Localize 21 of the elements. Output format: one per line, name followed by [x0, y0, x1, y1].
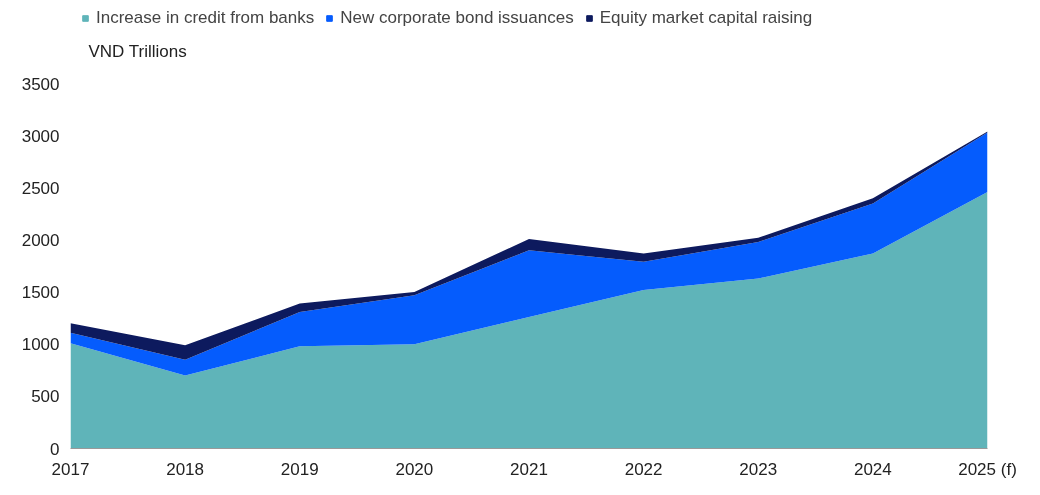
y-tick-label: 3500	[21, 74, 60, 94]
legend-label: New corporate bond issuances	[340, 8, 574, 28]
y-tick-label: 1000	[21, 335, 60, 355]
y-axis-title: VND Trillions	[88, 41, 187, 61]
x-tick-label: 2022	[624, 459, 663, 479]
y-tick-label: 2000	[21, 230, 60, 250]
y-tick-label: 0	[50, 439, 60, 459]
x-tick-label: 2023	[739, 459, 778, 479]
y-tick-label: 3000	[21, 126, 60, 146]
y-tick-label: 1500	[21, 283, 60, 303]
x-tick-label: 2017	[51, 459, 90, 479]
x-tick-label: 2020	[395, 459, 434, 479]
x-tick-label: 2025 (f)	[958, 459, 1017, 479]
x-tick-label: 2018	[166, 459, 205, 479]
x-tick-label: 2024	[853, 459, 892, 479]
x-tick-label: 2021	[510, 459, 548, 479]
legend-label: Increase in credit from banks	[96, 8, 315, 28]
y-tick-label: 500	[31, 387, 60, 407]
y-tick-label: 2500	[21, 178, 60, 198]
legend-label: Equity market capital raising	[599, 8, 813, 28]
x-tick-label: 2019	[280, 459, 319, 479]
